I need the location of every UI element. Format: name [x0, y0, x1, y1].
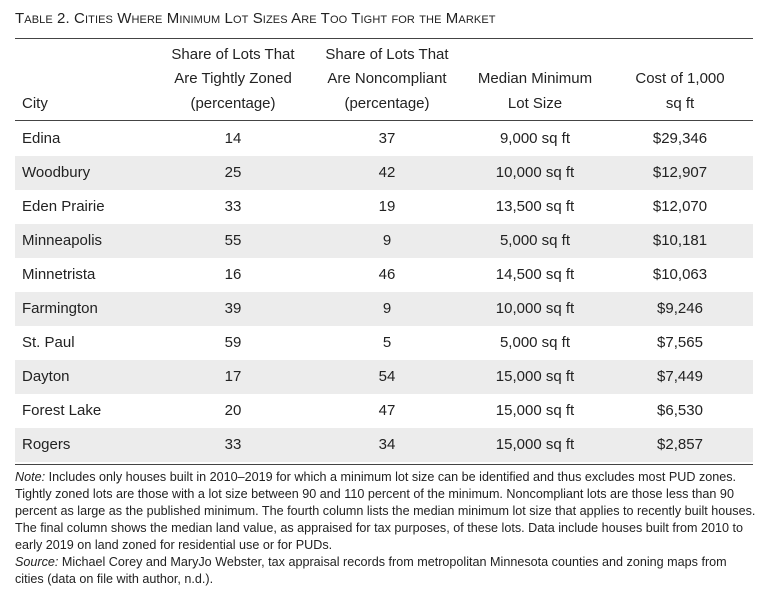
table-cell: 9	[382, 300, 392, 317]
column-header: Are Noncompliant	[327, 70, 447, 87]
table-cell: 15,000 sq ft	[495, 402, 575, 419]
table-row: Rogers 33 34 15,000 sq ft $2,857	[15, 428, 753, 462]
table-cell: 39	[224, 300, 242, 317]
table-cell: Minnetrista	[22, 266, 96, 283]
column-header: Share of Lots That	[171, 45, 295, 63]
column-header: Are Tightly Zoned	[174, 70, 292, 87]
table-cell: Farmington	[22, 300, 98, 317]
source: Source: Michael Corey and MaryJo Webster…	[15, 554, 757, 588]
table-row: Woodbury 25 42 10,000 sq ft $12,907	[15, 156, 753, 190]
table-cell: 19	[378, 198, 396, 215]
table-cell: 37	[378, 130, 396, 147]
table-cell: $6,530	[657, 402, 703, 419]
table-cell: $29,346	[652, 130, 708, 147]
table-cell: 5,000 sq ft	[499, 334, 571, 351]
table-cell: $12,907	[652, 164, 708, 181]
table-cell: 5,000 sq ft	[499, 232, 571, 249]
table-cell: 46	[378, 266, 396, 283]
table-cell: 47	[378, 402, 396, 419]
column-header: sq ft	[665, 94, 695, 112]
source-label: Source:	[15, 555, 59, 569]
table-cell: Eden Prairie	[22, 198, 105, 215]
table-row: St. Paul 59 5 5,000 sq ft $7,565	[15, 326, 753, 360]
table-cell: Dayton	[22, 368, 70, 385]
table-cell: 14	[224, 130, 242, 147]
table-cell: 54	[378, 368, 396, 385]
table-cell: 42	[378, 164, 396, 181]
table-cell: Minneapolis	[22, 232, 103, 249]
column-header: Lot Size	[507, 94, 563, 112]
table-cell: 16	[224, 266, 242, 283]
table-cell: Rogers	[22, 436, 71, 453]
table-cell: 33	[224, 198, 242, 215]
table-cell: 25	[224, 164, 242, 181]
table-cell: Forest Lake	[22, 402, 102, 419]
table-bottom-rule	[15, 464, 753, 465]
table-cell: $2,857	[657, 436, 703, 453]
table-row: Minnetrista 16 46 14,500 sq ft $10,063	[15, 258, 753, 292]
table-cell: $7,449	[657, 368, 703, 385]
table-cell: 59	[224, 334, 242, 351]
table-row: Eden Prairie 33 19 13,500 sq ft $12,070	[15, 190, 753, 224]
table-row: Minneapolis 55 9 5,000 sq ft $10,181	[15, 224, 753, 258]
column-header: (percentage)	[190, 94, 276, 112]
column-header: City	[22, 94, 48, 112]
table-row: Forest Lake 20 47 15,000 sq ft $6,530	[15, 394, 753, 428]
table-cell: 15,000 sq ft	[495, 436, 575, 453]
table-cell: 17	[224, 368, 242, 385]
table-row: Edina 14 37 9,000 sq ft $29,346	[15, 122, 753, 156]
table-cell: 9	[382, 232, 392, 249]
title-rule	[15, 38, 753, 39]
table-row: Farmington 39 9 10,000 sq ft $9,246	[15, 292, 753, 326]
table-cell: 5	[382, 334, 392, 351]
table-cell: 9,000 sq ft	[499, 130, 571, 147]
table-cell: 34	[378, 436, 396, 453]
table-cell: 13,500 sq ft	[495, 198, 575, 215]
table-cell: $7,565	[657, 334, 703, 351]
table-cell: 20	[224, 402, 242, 419]
table-cell: 14,500 sq ft	[495, 266, 575, 283]
header-rule	[15, 120, 753, 121]
table-cell: $10,181	[652, 232, 708, 249]
table-cell: $10,063	[652, 266, 708, 283]
table-cell: St. Paul	[22, 334, 75, 351]
table-cell: Edina	[22, 130, 61, 147]
column-header: Median Minimum	[477, 70, 593, 87]
table-cell: 55	[224, 232, 242, 249]
column-header: Share of Lots That	[325, 45, 449, 63]
note-text: Includes only houses built in 2010–2019 …	[15, 470, 756, 552]
column-header: Cost of 1,000	[635, 70, 725, 87]
table-cell: $12,070	[652, 198, 708, 215]
table-cell: 10,000 sq ft	[495, 300, 575, 317]
note: Note: Includes only houses built in 2010…	[15, 469, 757, 554]
note-label: Note:	[15, 470, 46, 484]
table-title: Table 2. Cities Where Minimum Lot Sizes …	[15, 10, 496, 27]
notes: Note: Includes only houses built in 2010…	[15, 469, 757, 588]
source-text: Michael Corey and MaryJo Webster, tax ap…	[15, 555, 727, 586]
table-cell: $9,246	[657, 300, 703, 317]
table-cell: 15,000 sq ft	[495, 368, 575, 385]
table-cell: Woodbury	[22, 164, 91, 181]
table-cell: 10,000 sq ft	[495, 164, 575, 181]
table-row: Dayton 17 54 15,000 sq ft $7,449	[15, 360, 753, 394]
column-header: (percentage)	[344, 94, 430, 112]
table-cell: 33	[224, 436, 242, 453]
